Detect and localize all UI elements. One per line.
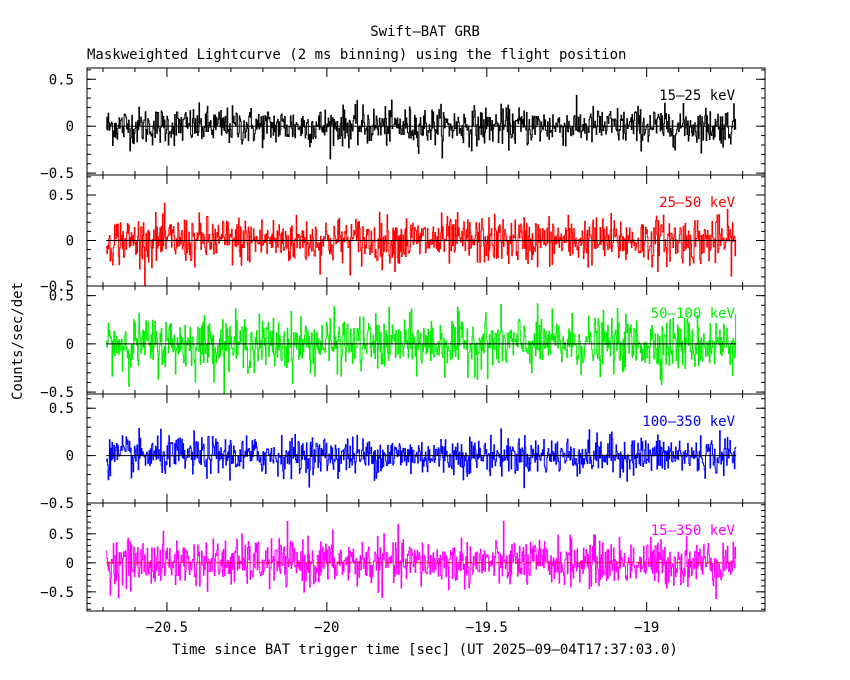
series-line bbox=[106, 428, 737, 489]
y-tick-label: 0.5 bbox=[49, 401, 74, 417]
y-tick-label: −0.5 bbox=[40, 585, 74, 601]
series-line bbox=[106, 303, 737, 394]
y-tick-label: 0.5 bbox=[49, 188, 74, 204]
y-tick-label: −0.5 bbox=[40, 496, 74, 512]
panel-25-50-kev: −0.5 0 0.5 25–50 keV bbox=[40, 174, 766, 295]
band-label: 15–25 keV bbox=[659, 88, 735, 104]
y-tick-label: −0.5 bbox=[40, 166, 74, 182]
band-label: 15–350 keV bbox=[651, 523, 736, 539]
y-tick-label: −0.5 bbox=[40, 385, 74, 401]
panels-group: −0.5 0 0.5 15–25 keV −0.5 0 0.5 25–50 keV −0.5 0 0… bbox=[40, 67, 766, 636]
panel-100-350-kev: −0.5 0 0.5 100–350 keV bbox=[40, 393, 766, 512]
y-tick-label: 0.5 bbox=[49, 527, 74, 543]
x-tick-label: −19 bbox=[634, 620, 659, 636]
x-tick-label: −20.5 bbox=[146, 620, 188, 636]
band-label: 50–100 keV bbox=[651, 306, 736, 322]
y-tick-label: 0.5 bbox=[49, 72, 74, 88]
band-label: 25–50 keV bbox=[659, 195, 735, 211]
band-label: 100–350 keV bbox=[642, 414, 735, 430]
y-tick-label: 0 bbox=[66, 234, 74, 250]
x-tick-label: −20 bbox=[314, 620, 339, 636]
y-tick-label: 0 bbox=[66, 337, 74, 353]
panel-50-100-kev: −0.5 0 0.5 50–100 keV bbox=[40, 285, 766, 401]
series-line bbox=[106, 202, 737, 286]
chart-title: Swift–BAT GRB bbox=[370, 24, 480, 40]
panel-frame bbox=[86, 67, 766, 176]
y-tick-label: −0.5 bbox=[40, 279, 74, 295]
y-tick-label: 0 bbox=[66, 556, 74, 572]
chart-subtitle: Maskweighted Lightcurve (2 ms binning) u… bbox=[87, 47, 626, 63]
x-axis-label: Time since BAT trigger time [sec] (UT 20… bbox=[172, 642, 678, 658]
y-tick-label: 0 bbox=[66, 449, 74, 465]
x-tick-label: −19.5 bbox=[466, 620, 508, 636]
y-tick-label: 0 bbox=[66, 119, 74, 135]
y-tick-label: 0.5 bbox=[49, 289, 74, 305]
series-line bbox=[106, 520, 737, 599]
series-line bbox=[106, 94, 737, 160]
y-axis-label: Counts/sec/det bbox=[10, 282, 26, 400]
panel-15-350-kev: −0.5 0 0.5 15–350 keV bbox=[40, 502, 766, 612]
panel-15-25-kev: −0.5 0 0.5 15–25 keV bbox=[40, 67, 766, 182]
